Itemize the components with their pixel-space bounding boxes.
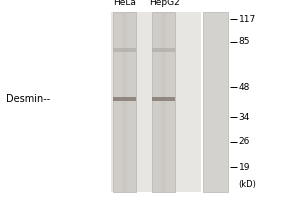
Bar — [161, 12, 166, 192]
Text: 19: 19 — [238, 162, 250, 171]
Bar — [152, 48, 175, 52]
Text: HeLa: HeLa — [113, 0, 136, 7]
Text: 85: 85 — [238, 38, 250, 46]
Bar — [113, 12, 136, 192]
Bar — [111, 12, 201, 192]
Bar — [152, 97, 175, 101]
Text: Desmin--: Desmin-- — [6, 94, 50, 104]
Text: 34: 34 — [238, 112, 250, 121]
Bar — [152, 12, 175, 192]
Text: (kD): (kD) — [238, 180, 256, 190]
Bar — [202, 12, 228, 192]
Text: 117: 117 — [238, 15, 256, 23]
Bar — [113, 48, 136, 52]
Text: HepG2: HepG2 — [149, 0, 180, 7]
Bar — [122, 12, 127, 192]
Text: 26: 26 — [238, 138, 250, 146]
Bar — [113, 97, 136, 101]
Text: 48: 48 — [238, 82, 250, 92]
